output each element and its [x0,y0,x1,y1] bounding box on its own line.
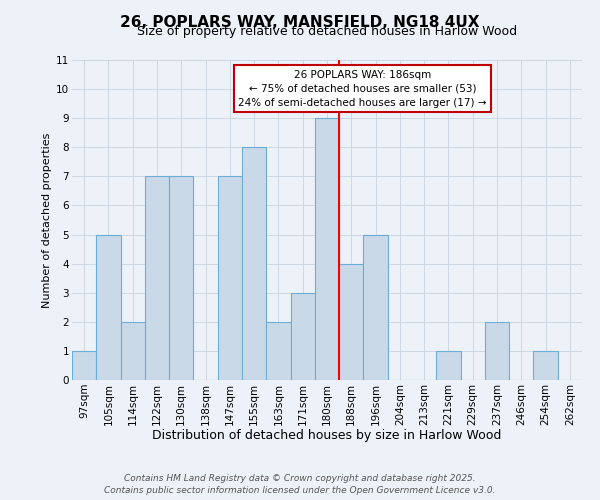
Y-axis label: Number of detached properties: Number of detached properties [42,132,52,308]
Bar [218,176,242,380]
Bar [121,322,145,380]
Bar [533,351,558,380]
Bar [96,234,121,380]
Text: 26 POPLARS WAY: 186sqm
← 75% of detached houses are smaller (53)
24% of semi-det: 26 POPLARS WAY: 186sqm ← 75% of detached… [238,70,487,108]
Bar [315,118,339,380]
Text: 26, POPLARS WAY, MANSFIELD, NG18 4UX: 26, POPLARS WAY, MANSFIELD, NG18 4UX [120,15,480,30]
Bar [72,351,96,380]
Text: Contains HM Land Registry data © Crown copyright and database right 2025.
Contai: Contains HM Land Registry data © Crown c… [104,474,496,495]
Bar [266,322,290,380]
Bar [339,264,364,380]
X-axis label: Distribution of detached houses by size in Harlow Wood: Distribution of detached houses by size … [152,429,502,442]
Bar [242,148,266,380]
Bar [290,292,315,380]
Bar [169,176,193,380]
Bar [485,322,509,380]
Title: Size of property relative to detached houses in Harlow Wood: Size of property relative to detached ho… [137,25,517,38]
Bar [145,176,169,380]
Bar [364,234,388,380]
Bar [436,351,461,380]
